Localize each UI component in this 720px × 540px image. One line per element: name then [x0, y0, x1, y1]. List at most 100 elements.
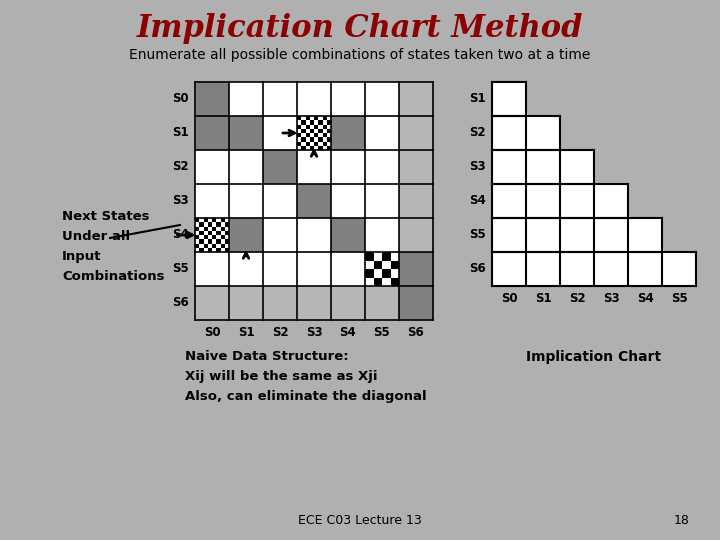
- Bar: [382, 252, 390, 260]
- Bar: [314, 129, 318, 133]
- Bar: [301, 137, 305, 141]
- Bar: [208, 231, 212, 235]
- Bar: [195, 235, 199, 239]
- Bar: [301, 141, 305, 146]
- Bar: [212, 239, 216, 244]
- Bar: [204, 231, 208, 235]
- Bar: [297, 120, 301, 125]
- Bar: [365, 260, 374, 269]
- Bar: [195, 226, 199, 231]
- Bar: [301, 116, 305, 120]
- Bar: [297, 146, 301, 150]
- Bar: [492, 252, 696, 286]
- Bar: [195, 82, 229, 116]
- Bar: [318, 146, 323, 150]
- Bar: [399, 116, 433, 150]
- Bar: [229, 116, 263, 150]
- Bar: [208, 248, 212, 252]
- Bar: [305, 120, 310, 125]
- Bar: [310, 133, 314, 137]
- Bar: [323, 141, 327, 146]
- Bar: [212, 218, 216, 222]
- Text: S5: S5: [670, 292, 688, 305]
- Text: S3: S3: [469, 160, 486, 173]
- Bar: [331, 286, 365, 320]
- Text: S4: S4: [340, 326, 356, 339]
- Bar: [204, 226, 208, 231]
- Bar: [297, 184, 331, 218]
- Bar: [204, 244, 208, 248]
- Bar: [225, 244, 229, 248]
- Bar: [367, 254, 397, 284]
- Bar: [594, 184, 628, 218]
- Text: S0: S0: [500, 292, 517, 305]
- Bar: [208, 244, 212, 248]
- Text: S1: S1: [535, 292, 552, 305]
- Bar: [390, 260, 399, 269]
- Bar: [399, 150, 433, 184]
- Bar: [204, 222, 208, 226]
- Bar: [310, 116, 314, 120]
- Bar: [318, 125, 323, 129]
- Bar: [662, 252, 696, 286]
- Bar: [365, 286, 399, 320]
- Bar: [208, 235, 212, 239]
- Bar: [225, 239, 229, 244]
- Bar: [374, 252, 382, 260]
- Text: S0: S0: [204, 326, 220, 339]
- Text: S1: S1: [469, 92, 486, 105]
- Bar: [526, 252, 560, 286]
- Text: S2: S2: [569, 292, 585, 305]
- Text: S2: S2: [172, 160, 189, 173]
- Bar: [331, 116, 365, 150]
- Bar: [314, 146, 318, 150]
- Bar: [225, 222, 229, 226]
- Bar: [305, 141, 310, 146]
- Bar: [229, 218, 263, 252]
- Bar: [195, 222, 199, 226]
- Bar: [199, 226, 204, 231]
- Bar: [318, 129, 323, 133]
- Text: Implication Chart Method: Implication Chart Method: [137, 12, 583, 44]
- Bar: [225, 235, 229, 239]
- Bar: [310, 146, 314, 150]
- Bar: [399, 218, 433, 252]
- Bar: [399, 82, 433, 116]
- Bar: [327, 125, 331, 129]
- Bar: [323, 146, 327, 150]
- Bar: [327, 137, 331, 141]
- Text: Naive Data Structure:
Xij will be the same as Xji
Also, can eliminate the diagon: Naive Data Structure: Xij will be the sa…: [185, 350, 427, 403]
- Bar: [225, 248, 229, 252]
- Bar: [195, 244, 199, 248]
- Bar: [374, 278, 382, 286]
- Text: S3: S3: [603, 292, 619, 305]
- Text: S6: S6: [408, 326, 424, 339]
- Text: Next States
Under all
Input
Combinations: Next States Under all Input Combinations: [62, 210, 164, 283]
- Bar: [374, 269, 382, 278]
- Bar: [212, 244, 216, 248]
- Bar: [492, 252, 526, 286]
- Bar: [310, 125, 314, 129]
- Bar: [314, 133, 318, 137]
- Bar: [390, 278, 399, 286]
- Bar: [220, 231, 225, 235]
- Bar: [399, 184, 433, 218]
- Bar: [560, 150, 594, 184]
- Bar: [216, 226, 220, 231]
- Bar: [318, 137, 323, 141]
- Bar: [195, 116, 229, 150]
- Bar: [314, 137, 318, 141]
- Bar: [220, 222, 225, 226]
- Bar: [323, 116, 327, 120]
- Bar: [305, 133, 310, 137]
- Bar: [310, 137, 314, 141]
- Bar: [365, 269, 374, 278]
- Bar: [323, 129, 327, 133]
- Bar: [297, 286, 331, 320]
- Text: 18: 18: [674, 514, 690, 526]
- Text: S2: S2: [271, 326, 288, 339]
- Bar: [314, 141, 318, 146]
- Bar: [195, 248, 199, 252]
- Bar: [399, 286, 433, 320]
- Bar: [628, 252, 662, 286]
